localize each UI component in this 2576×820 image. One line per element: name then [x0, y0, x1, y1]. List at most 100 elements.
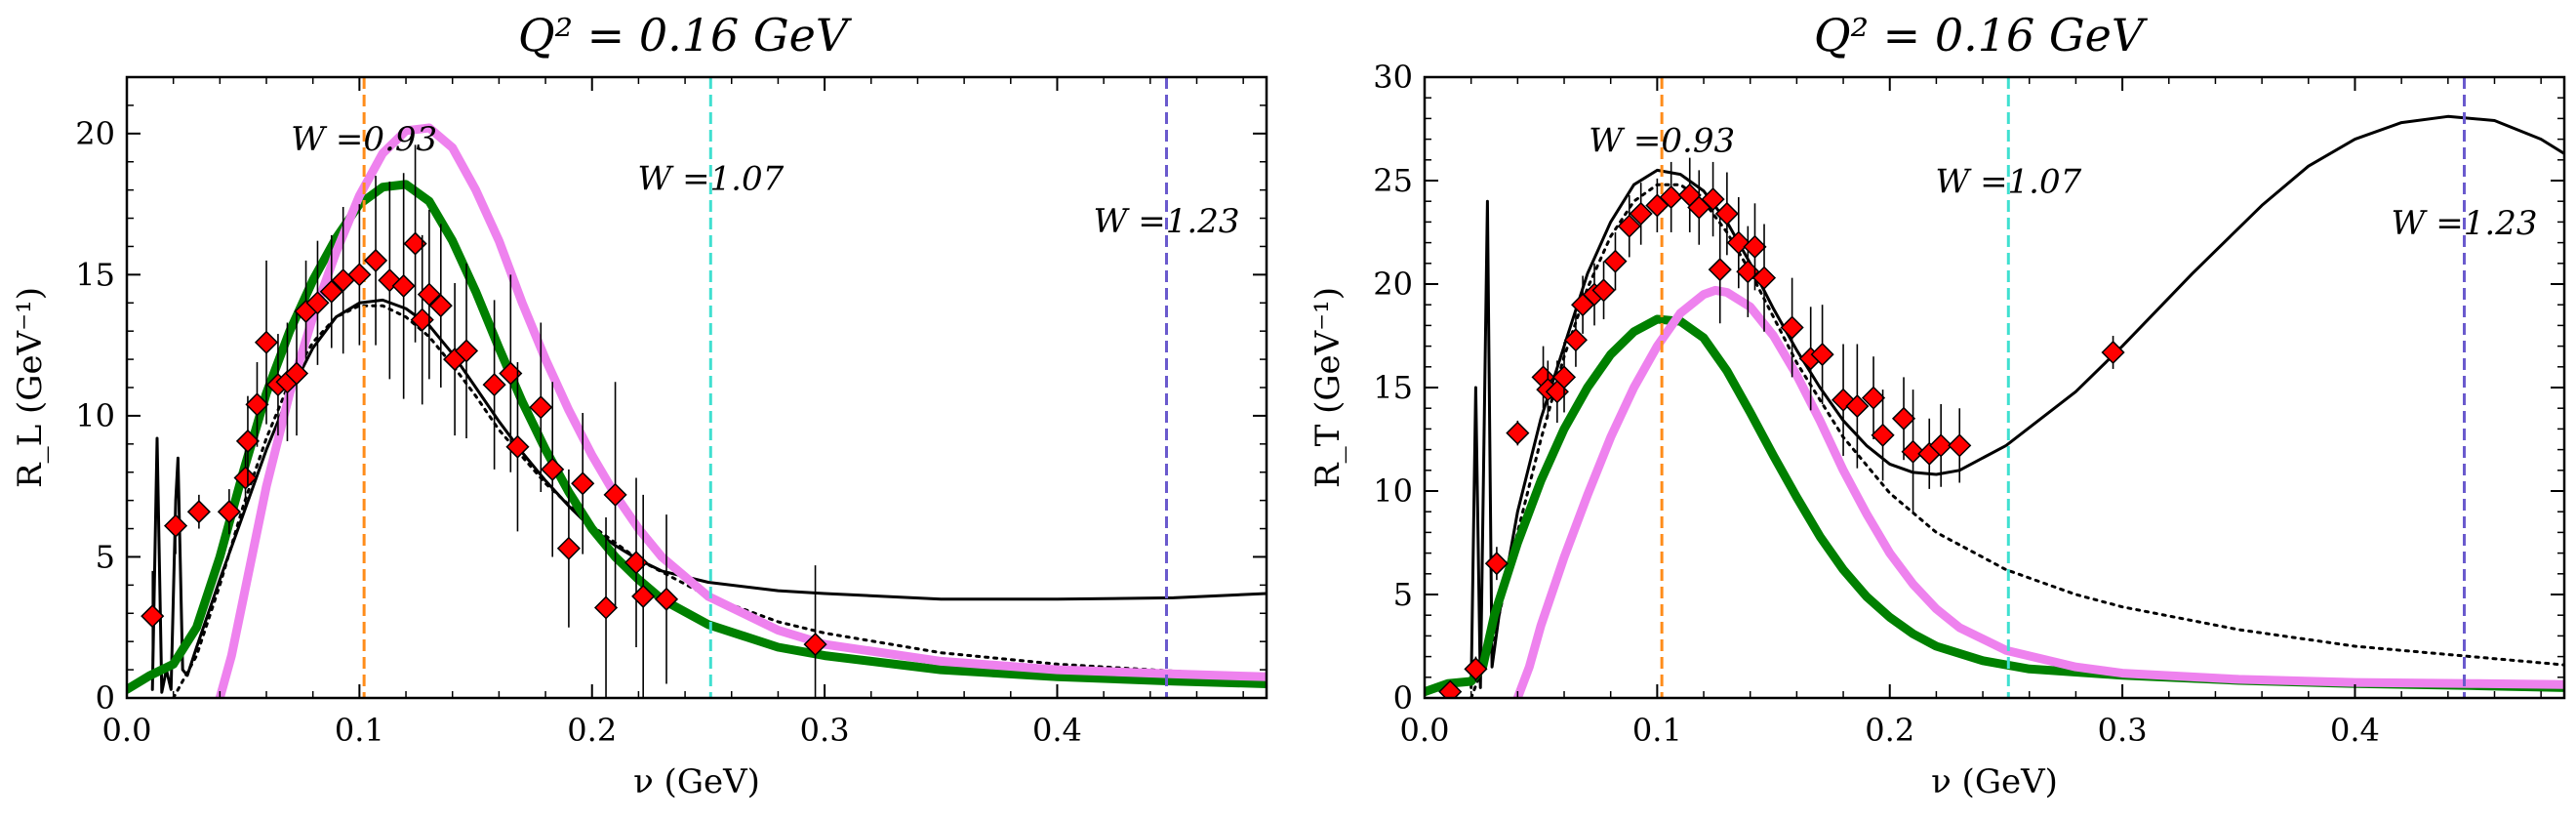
left-data-point — [482, 373, 506, 397]
right-data-point — [1845, 394, 1870, 419]
left-x-tick-label: 0.4 — [1032, 712, 1082, 749]
left-data-point — [319, 279, 343, 304]
left-series-line-1 — [172, 304, 1267, 698]
right-data-point — [1506, 421, 1530, 445]
left-data-point — [417, 282, 441, 307]
right-data-point — [1810, 343, 1834, 367]
left-y-tick-label: 10 — [75, 397, 115, 434]
right-plot-frame — [1423, 75, 2566, 700]
right-data-point — [1726, 230, 1751, 255]
left-data-point — [505, 434, 530, 459]
right-data-point — [1551, 365, 1577, 390]
right-data-point — [1780, 315, 1804, 340]
right-data-point — [1484, 552, 1509, 576]
left-data-point — [245, 392, 269, 417]
left-data-point — [233, 466, 258, 490]
left-data-point — [235, 429, 261, 453]
left-y-tick-label: 15 — [75, 256, 115, 293]
right-data-point — [1871, 423, 1895, 447]
right-data-point — [1617, 214, 1641, 238]
left-plot-area: 0.0 0.1 0.2 0.3 0.4 0 5 10 15 20 W =0.93 W =1.07 W =… — [75, 77, 1267, 749]
left-x-tick-label: 0.3 — [800, 712, 850, 749]
right-data-point — [1708, 258, 1732, 282]
right-y-tick-label: 10 — [1373, 472, 1413, 510]
right-data-point — [1948, 433, 1972, 458]
right-title: Q² = 0.16 GeV — [1814, 9, 2149, 62]
panel-right: Q² = 0.16 GeV 0.0 0.1 0.2 0.3 0.4 0 5 10 15 20 25 3… — [1308, 9, 2566, 801]
right-data-point — [1891, 406, 1916, 430]
right-data-point — [1563, 328, 1588, 352]
right-plot-area: 0.0 0.1 0.2 0.3 0.4 0 5 10 15 20 25 30 W =0.93 W =1.0… — [1373, 59, 2564, 749]
left-data-point — [347, 263, 372, 287]
right-series-line-3 — [1512, 285, 2564, 698]
right-x-tick-label: 0.0 — [1400, 712, 1450, 749]
right-data-point — [1751, 266, 1777, 290]
left-data-point — [603, 482, 627, 507]
left-data-point — [571, 472, 595, 496]
right-series-line-2 — [1425, 314, 2564, 697]
left-data-point — [163, 513, 188, 538]
right-y-axis-label: R_T (GeV⁻¹) — [1308, 287, 1348, 488]
right-x-axis-label: ν (GeV) — [1931, 762, 2058, 801]
right-x-tick-label: 0.4 — [2330, 712, 2380, 749]
right-y-tick-label: 0 — [1393, 679, 1413, 717]
right-data-point — [1861, 386, 1886, 410]
left-data-point — [363, 248, 388, 272]
right-data-point — [1714, 201, 1739, 226]
right-series-line-1 — [1469, 183, 2564, 698]
right-data-point — [2101, 340, 2125, 365]
right-data-point — [1629, 201, 1653, 226]
left-vline-label-1: W =1.07 — [637, 160, 784, 199]
left-data-point — [186, 500, 211, 524]
right-y-tick-label: 15 — [1373, 369, 1413, 406]
left-title: Q² = 0.16 GeV — [518, 9, 853, 62]
right-x-tick-label: 0.3 — [2098, 712, 2148, 749]
left-data-point — [654, 587, 679, 611]
right-data-point — [1701, 187, 1725, 212]
left-x-tick-label: 0.0 — [102, 712, 152, 749]
panel-left: Q² = 0.16 GeV 0.0 0.1 0.2 0.3 0.4 0 5 10 15 20 W =… — [11, 9, 1268, 801]
left-y-axis-label: R_L (GeV⁻¹) — [11, 287, 50, 488]
left-data-point — [529, 395, 553, 420]
right-data-point — [1438, 679, 1463, 698]
left-y-tick-label: 20 — [75, 115, 115, 152]
right-x-tick-label: 0.2 — [1865, 712, 1914, 749]
left-x-tick-label: 0.1 — [335, 712, 384, 749]
left-series-line-3 — [215, 123, 1267, 698]
left-series-line-2 — [127, 180, 1267, 694]
left-data-point — [593, 595, 619, 620]
left-x-axis-label: ν (GeV) — [633, 762, 760, 801]
left-data-point — [284, 361, 309, 386]
right-x-tick-label: 0.1 — [1632, 712, 1682, 749]
right-y-tick-label: 5 — [1393, 576, 1413, 613]
left-data-point — [541, 457, 565, 481]
right-data-point — [1929, 433, 1953, 458]
right-data-point — [1603, 249, 1628, 273]
left-data-point — [254, 330, 279, 354]
left-series-group — [127, 77, 1267, 698]
left-data-point — [803, 633, 827, 657]
left-x-tick-label: 0.2 — [567, 712, 617, 749]
right-series-line-0 — [1469, 114, 2564, 689]
right-y-tick-label: 20 — [1373, 266, 1413, 303]
left-data-point — [217, 500, 241, 524]
left-data-point — [391, 273, 416, 298]
left-data-point — [631, 584, 656, 608]
left-data-point — [141, 604, 165, 629]
right-data-point — [1591, 278, 1616, 303]
right-vline-label-2: W =1.23 — [2392, 204, 2538, 243]
right-series-group — [1425, 77, 2564, 698]
left-y-tick-label: 5 — [96, 538, 115, 575]
left-series-line-0 — [150, 298, 1267, 694]
right-data-point — [1659, 184, 1683, 210]
left-plot-frame — [125, 75, 1268, 700]
right-vline-label-1: W =1.07 — [1935, 163, 2081, 202]
right-y-tick-label: 25 — [1373, 162, 1413, 199]
left-vline-label-2: W =1.23 — [1094, 202, 1240, 241]
right-data-point — [1743, 234, 1767, 259]
right-y-tick-label: 30 — [1373, 59, 1413, 96]
right-vline-label-0: W =0.93 — [1589, 121, 1735, 160]
left-data-point — [428, 294, 453, 318]
left-data-point — [556, 536, 581, 560]
